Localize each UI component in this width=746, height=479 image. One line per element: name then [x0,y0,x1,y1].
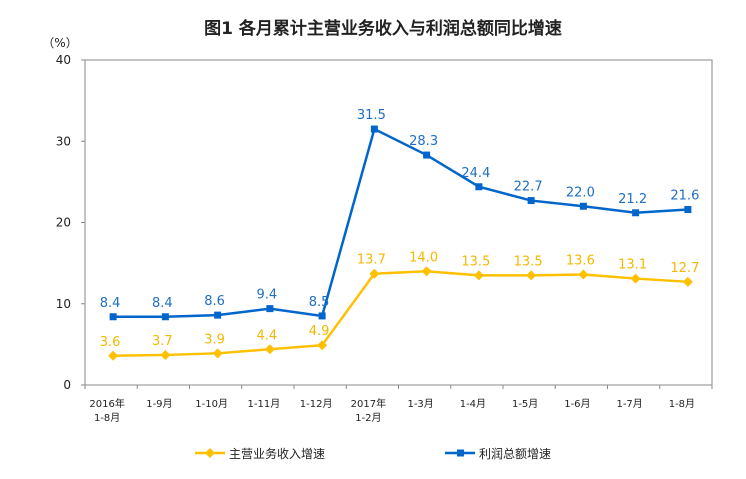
data-label: 14.0 [409,250,438,265]
data-point-square [423,151,431,159]
data-point-diamond [369,268,380,279]
data-point-diamond [682,276,693,287]
data-point-diamond [630,273,641,284]
data-point-diamond [473,270,484,281]
data-point-diamond [578,269,589,280]
data-point-square [161,313,169,321]
data-point-square [579,202,587,210]
x-tick-label: 1-12月 [300,398,333,410]
x-tick-label: 1-6月 [564,398,590,410]
y-tick-label: 30 [56,134,71,148]
legend-marker-square [457,449,464,457]
chart-title: 图1 各月累计主营业务收入与利润总额同比增速 [204,18,562,39]
data-label: 21.6 [670,189,699,204]
data-label: 12.7 [670,261,699,276]
data-point-diamond [526,270,537,281]
legend-label: 主营业务收入增速 [229,446,325,461]
x-tick-label: 1-3月 [407,398,433,410]
data-point-square [475,183,483,191]
x-tick-label: 1-5月 [512,398,538,410]
data-point-square [109,313,117,321]
data-point-diamond [317,340,328,351]
x-tick-label: 1-7月 [616,398,642,410]
data-point-diamond [212,348,223,359]
x-tick-label: 1-10月 [195,398,228,410]
data-point-square [214,311,222,319]
x-tick-label: 1-8月 [669,398,695,410]
x-tick-label: 1-4月 [460,398,486,410]
data-label: 3.9 [204,332,225,347]
data-label: 8.4 [100,296,121,311]
x-tick-label: 1-2月 [355,412,381,424]
data-label: 8.4 [152,296,173,311]
x-tick-label: 2017年 [351,397,386,410]
data-point-diamond [264,344,275,355]
data-label: 13.6 [566,254,595,269]
data-label: 21.2 [618,192,647,207]
x-tick-label: 1-9月 [146,398,172,410]
data-point-diamond [108,350,119,361]
data-label: 4.9 [309,324,330,339]
data-label: 3.6 [100,335,121,350]
series-line-1 [113,127,688,318]
legend-marker-diamond [205,448,215,458]
data-point-square [527,197,535,205]
data-point-diamond [160,349,171,360]
x-tick-label: 2016年 [89,397,124,410]
data-label: 31.5 [357,108,386,123]
data-label: 4.4 [257,328,278,343]
data-point-square [370,125,378,133]
data-point-square [684,206,692,213]
data-label: 3.7 [152,334,173,349]
data-label: 13.7 [357,253,386,268]
data-label: 13.1 [618,258,647,273]
series-line-0 [113,269,688,357]
data-point-square [318,312,326,320]
data-label: 22.0 [566,185,595,200]
data-label: 9.4 [257,288,278,303]
data-point-diamond [421,266,432,277]
y-axis-unit: （%） [42,36,77,50]
data-label: 13.5 [461,254,490,269]
legend-label: 利润总额增速 [479,447,551,461]
plot-area-frame [84,59,713,386]
data-point-square [632,209,640,217]
data-label: 22.7 [514,180,543,195]
x-tick-label: 1-8月 [94,412,120,424]
data-point-square [266,305,274,313]
x-tick-label: 1-11月 [248,398,281,410]
data-label: 8.6 [204,294,225,309]
y-tick-label: 40 [56,53,71,67]
y-tick-label: 20 [56,216,71,230]
y-tick-label: 10 [56,297,71,311]
y-tick-label: 0 [63,378,71,392]
data-label: 8.5 [309,295,330,310]
data-label: 24.4 [461,166,490,181]
data-label: 13.5 [514,254,543,269]
data-label: 28.3 [409,134,438,149]
